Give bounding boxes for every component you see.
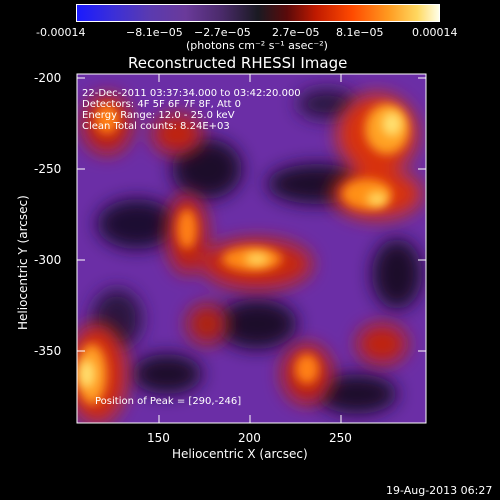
info-line: Energy Range: 12.0 - 25.0 keV <box>82 110 235 121</box>
timestamp: 19-Aug-2013 06:27 <box>386 484 493 497</box>
colorbar-tick: 8.1e−05 <box>336 26 384 39</box>
image-heatmap <box>77 74 426 423</box>
colorbar-tick: 2.7e−05 <box>272 26 320 39</box>
x-tick-label: 250 <box>329 431 352 445</box>
y-tick-label: -200 <box>34 71 62 85</box>
colorbar-tick: 0.00014 <box>412 26 458 39</box>
peak-position: Position of Peak = [290,-246] <box>95 396 242 407</box>
colorbar-tick: −2.7e−05 <box>194 26 251 39</box>
colorbar-tick: −8.1e−05 <box>126 26 183 39</box>
colorbar <box>76 4 440 22</box>
y-tick-label: -350 <box>34 344 62 358</box>
x-axis-label: Heliocentric X (arcsec) <box>172 447 308 461</box>
rhessi-image: 22-Dec-2011 03:37:34.000 to 03:42:20.000… <box>77 74 426 423</box>
y-tick-label: -300 <box>34 253 62 267</box>
info-line: 22-Dec-2011 03:37:34.000 to 03:42:20.000 <box>82 88 301 99</box>
y-axis-label: Heliocentric Y (arcsec) <box>16 195 30 330</box>
colorbar-tick: -0.00014 <box>36 26 86 39</box>
plot-title: Reconstructed RHESSI Image <box>128 54 348 72</box>
colorbar-unit-label: (photons cm⁻² s⁻¹ asec⁻²) <box>186 39 328 52</box>
y-tick-label: -250 <box>34 162 62 176</box>
info-line: Detectors: 4F 5F 6F 7F 8F, Att 0 <box>82 99 242 110</box>
info-line: Clean Total counts: 8.24E+03 <box>82 121 230 132</box>
x-tick-label: 200 <box>238 431 261 445</box>
x-tick-label: 150 <box>147 431 170 445</box>
